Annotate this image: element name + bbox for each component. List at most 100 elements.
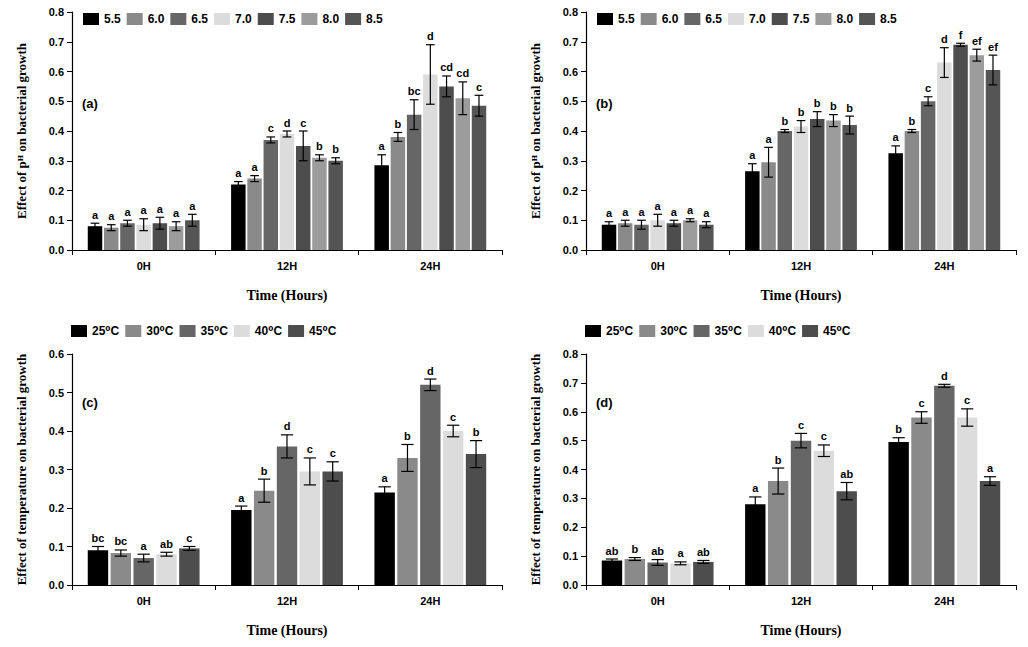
svg-text:ab: ab — [160, 538, 173, 550]
svg-text:ab: ab — [840, 468, 853, 480]
svg-text:0.3: 0.3 — [49, 155, 64, 167]
svg-text:45⁰C: 45⁰C — [823, 324, 851, 338]
svg-text:c: c — [307, 443, 313, 455]
svg-text:7.5: 7.5 — [279, 12, 296, 26]
svg-text:a: a — [141, 540, 148, 552]
svg-text:0.1: 0.1 — [563, 550, 578, 562]
svg-text:bc: bc — [92, 532, 105, 544]
svg-text:0H: 0H — [651, 260, 665, 272]
svg-text:a: a — [893, 131, 900, 143]
svg-text:d: d — [284, 117, 291, 129]
svg-text:45⁰C: 45⁰C — [309, 324, 337, 338]
svg-text:c: c — [798, 419, 804, 431]
svg-text:bc: bc — [114, 535, 127, 547]
svg-text:c: c — [450, 411, 456, 423]
svg-text:0.0: 0.0 — [49, 244, 64, 256]
svg-text:8.0: 8.0 — [836, 12, 853, 26]
svg-text:c: c — [186, 532, 192, 544]
svg-text:a: a — [622, 206, 629, 218]
svg-text:Effect of temperature on bacte: Effect of temperature on bacterial growt… — [528, 353, 543, 585]
svg-text:a: a — [749, 149, 756, 161]
svg-text:0.7: 0.7 — [563, 36, 578, 48]
svg-text:b: b — [830, 100, 837, 112]
svg-text:6.0: 6.0 — [662, 12, 679, 26]
svg-text:0.1: 0.1 — [49, 541, 64, 553]
svg-text:a: a — [379, 140, 386, 152]
svg-text:a: a — [638, 206, 645, 218]
svg-text:a: a — [238, 492, 245, 504]
svg-text:0.2: 0.2 — [49, 185, 64, 197]
svg-text:0.0: 0.0 — [563, 579, 578, 591]
svg-text:b: b — [261, 465, 268, 477]
svg-text:a: a — [251, 161, 258, 173]
svg-text:b: b — [332, 143, 339, 155]
svg-text:Effect of pᴴ on bacterial grow: Effect of pᴴ on bacterial growth — [14, 42, 29, 219]
svg-text:a: a — [92, 209, 99, 221]
svg-text:b: b — [316, 140, 323, 152]
svg-text:0.0: 0.0 — [49, 579, 64, 591]
svg-text:30⁰C: 30⁰C — [146, 324, 174, 338]
svg-text:d: d — [941, 33, 948, 45]
svg-text:0.1: 0.1 — [563, 214, 578, 226]
svg-text:8.0: 8.0 — [322, 12, 339, 26]
svg-text:c: c — [964, 394, 970, 406]
svg-text:f: f — [959, 29, 963, 41]
svg-text:5.5: 5.5 — [104, 12, 121, 26]
svg-text:ef: ef — [988, 41, 998, 53]
svg-text:35⁰C: 35⁰C — [201, 324, 229, 338]
svg-text:c: c — [268, 122, 274, 134]
svg-text:0.3: 0.3 — [563, 155, 578, 167]
svg-text:0.5: 0.5 — [563, 95, 578, 107]
svg-text:0.6: 0.6 — [563, 406, 578, 418]
svg-text:bc: bc — [408, 85, 421, 97]
svg-text:0.2: 0.2 — [563, 185, 578, 197]
svg-text:a: a — [141, 204, 148, 216]
svg-text:b: b — [895, 423, 902, 435]
svg-text:0H: 0H — [137, 595, 151, 607]
svg-text:b: b — [404, 430, 411, 442]
svg-text:a: a — [124, 206, 131, 218]
svg-text:c: c — [300, 117, 306, 129]
svg-text:a: a — [987, 462, 994, 474]
svg-text:c: c — [918, 397, 924, 409]
svg-text:40⁰C: 40⁰C — [769, 324, 797, 338]
svg-text:24H: 24H — [420, 595, 440, 607]
svg-text:b: b — [395, 118, 402, 130]
svg-text:a: a — [703, 207, 710, 219]
svg-text:ab: ab — [697, 546, 710, 558]
svg-text:0H: 0H — [651, 595, 665, 607]
svg-text:b: b — [631, 543, 638, 555]
svg-text:12H: 12H — [277, 260, 297, 272]
svg-text:5.5: 5.5 — [618, 12, 635, 26]
svg-text:(c): (c) — [82, 395, 98, 410]
svg-text:b: b — [814, 97, 821, 109]
svg-text:d: d — [427, 365, 434, 377]
svg-text:a: a — [157, 203, 164, 215]
svg-text:24H: 24H — [934, 595, 954, 607]
svg-text:0.0: 0.0 — [563, 244, 578, 256]
svg-text:b: b — [798, 106, 805, 118]
svg-text:30⁰C: 30⁰C — [660, 324, 688, 338]
svg-text:b: b — [909, 115, 916, 127]
svg-text:(b): (b) — [596, 96, 613, 111]
svg-text:0.4: 0.4 — [49, 425, 65, 437]
svg-text:cd: cd — [440, 61, 453, 73]
svg-text:0.5: 0.5 — [49, 95, 64, 107]
svg-text:Time (Hours): Time (Hours) — [760, 623, 841, 639]
svg-text:12H: 12H — [791, 260, 811, 272]
svg-text:c: c — [821, 430, 827, 442]
svg-text:24H: 24H — [420, 260, 440, 272]
svg-text:a: a — [765, 133, 772, 145]
svg-text:25⁰C: 25⁰C — [606, 324, 634, 338]
svg-text:b: b — [781, 115, 788, 127]
svg-text:d: d — [427, 30, 434, 42]
svg-text:0.3: 0.3 — [49, 464, 64, 476]
svg-text:a: a — [655, 200, 662, 212]
svg-text:0.5: 0.5 — [563, 435, 578, 447]
svg-text:35⁰C: 35⁰C — [715, 324, 743, 338]
svg-text:0.1: 0.1 — [49, 214, 64, 226]
svg-text:12H: 12H — [791, 595, 811, 607]
svg-text:25⁰C: 25⁰C — [92, 324, 120, 338]
svg-text:(a): (a) — [82, 96, 98, 111]
svg-text:0H: 0H — [137, 260, 151, 272]
